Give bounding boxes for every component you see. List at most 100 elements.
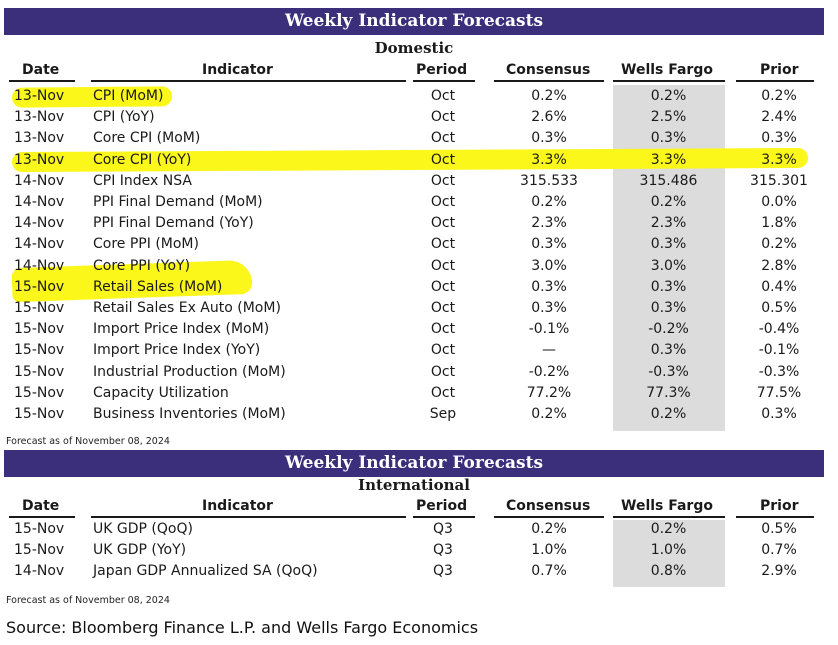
cell-date: 13-Nov <box>14 130 65 147</box>
intl-header-date: Date <box>22 498 60 514</box>
cell-prior: 3.3% <box>761 151 797 168</box>
header-prior: Prior <box>760 62 799 78</box>
intl-header-indicator: Indicator <box>202 498 273 514</box>
cell-period: Oct <box>430 130 456 147</box>
cell-date: 15-Nov <box>14 342 65 359</box>
cell-period: Oct <box>430 321 456 338</box>
cell-consensus: 0.3% <box>531 278 567 295</box>
cell-date: 14-Nov <box>14 563 65 579</box>
cell-prior: 0.0% <box>761 194 797 210</box>
cell-consensus: 1.0% <box>531 542 567 558</box>
table-row: 14-Nov Core PPI (YoY) Oct 3.0% 3.0% 2.8% <box>0 256 838 277</box>
cell-wells-fargo: -0.2% <box>648 321 689 338</box>
cell-period: Oct <box>430 215 456 232</box>
cell-date: 13-Nov <box>14 109 65 126</box>
cell-consensus: 315.533 <box>520 172 578 189</box>
cell-wells-fargo: 77.3% <box>646 384 691 401</box>
cell-consensus: 0.2% <box>531 521 567 537</box>
intl-table-row: 14-Nov Japan GDP Annualized SA (QoQ) Q3 0.7… <box>0 561 838 582</box>
cell-period: Oct <box>430 194 456 210</box>
cell-consensus: 0.3% <box>531 236 567 253</box>
cell-date: 15-Nov <box>14 384 65 401</box>
cell-consensus: 0.3% <box>531 130 567 147</box>
cell-indicator: Core CPI (MoM) <box>93 130 201 147</box>
cell-indicator: UK GDP (QoQ) <box>93 521 193 537</box>
cell-prior: 0.2% <box>761 236 797 253</box>
cell-prior: -0.1% <box>758 342 800 359</box>
cell-indicator: CPI Index NSA <box>93 172 192 189</box>
table-row: 15-Nov Import Price Index (MoM) Oct -0.1% -0… <box>0 319 838 340</box>
header-date: Date <box>22 62 60 78</box>
cell-period: Q3 <box>433 542 453 558</box>
cell-prior: 77.5% <box>756 384 802 401</box>
table-row: 15-Nov Retail Sales (MoM) Oct 0.3% 0.3% 0.4% <box>0 277 838 298</box>
underline-prior <box>736 80 814 82</box>
international-subtitle: International <box>358 476 470 494</box>
cell-consensus: -0.1% <box>528 321 570 338</box>
table-row: 15-Nov Import Price Index (YoY) Oct — 0.3% -0… <box>0 340 838 361</box>
intl-underline-period <box>413 516 475 518</box>
cell-date: 14-Nov <box>14 236 65 253</box>
cell-date: 15-Nov <box>14 278 65 295</box>
cell-period: Oct <box>430 88 456 104</box>
cell-consensus: 0.2% <box>531 194 567 210</box>
cell-period: Oct <box>430 172 456 189</box>
intl-table-row: 15-Nov UK GDP (QoQ) Q3 0.2% 0.2% 0.5% <box>0 519 838 540</box>
cell-prior: 0.4% <box>761 278 797 295</box>
cell-indicator: PPI Final Demand (MoM) <box>93 194 263 210</box>
intl-underline-indicator <box>91 516 406 518</box>
cell-period: Oct <box>430 109 456 126</box>
cell-consensus: 0.7% <box>531 563 567 579</box>
cell-wells-fargo: 3.3% <box>650 151 687 168</box>
cell-period: Oct <box>430 363 456 380</box>
cell-wells-fargo: 0.2% <box>650 194 687 210</box>
underline-consensus <box>494 80 604 82</box>
header-wells-fargo: Wells Fargo <box>621 62 713 78</box>
cell-consensus: 2.6% <box>531 109 567 126</box>
table-row: 15-Nov Business Inventories (MoM) Sep 0.2% 0… <box>0 404 838 425</box>
cell-date: 14-Nov <box>14 215 65 232</box>
table-row: 15-Nov Retail Sales Ex Auto (MoM) Oct 0.3% 0… <box>0 298 838 319</box>
cell-prior: 2.4% <box>761 109 797 126</box>
cell-indicator: UK GDP (YoY) <box>93 542 187 558</box>
cell-prior: 0.2% <box>761 88 797 104</box>
cell-period: Q3 <box>433 521 453 537</box>
cell-date: 14-Nov <box>14 257 65 274</box>
cell-wells-fargo: -0.3% <box>648 363 689 380</box>
cell-wells-fargo: 0.8% <box>650 563 687 579</box>
underline-period <box>413 80 475 82</box>
cell-wells-fargo: 0.2% <box>650 88 687 104</box>
cell-consensus: 3.3% <box>531 151 567 168</box>
underline-date <box>9 80 75 82</box>
domestic-subtitle: Domestic <box>374 39 454 57</box>
cell-wells-fargo: 3.0% <box>650 257 687 274</box>
cell-consensus: -0.2% <box>528 363 570 380</box>
domestic-forecast-note: Forecast as of November 08, 2024 <box>6 436 170 447</box>
cell-consensus: 0.2% <box>531 406 567 422</box>
cell-prior: 0.7% <box>761 542 797 558</box>
cell-indicator: Import Price Index (YoY) <box>93 342 261 359</box>
intl-header-prior: Prior <box>760 498 799 514</box>
cell-consensus: 0.2% <box>531 88 567 104</box>
table-row: 14-Nov Core PPI (MoM) Oct 0.3% 0.3% 0.2% <box>0 234 838 255</box>
table-row: 13-Nov CPI (YoY) Oct 2.6% 2.5% 2.4% <box>0 107 838 128</box>
cell-prior: 2.9% <box>761 563 797 579</box>
cell-prior: 0.3% <box>761 130 797 147</box>
international-forecast-note: Forecast as of November 08, 2024 <box>6 595 170 606</box>
cell-date: 15-Nov <box>14 300 65 316</box>
cell-consensus: 0.3% <box>531 300 567 316</box>
cell-date: 15-Nov <box>14 542 65 558</box>
cell-indicator: Core PPI (YoY) <box>93 257 191 274</box>
cell-indicator: CPI (MoM) <box>93 88 164 104</box>
intl-underline-consensus <box>494 516 604 518</box>
cell-consensus: 77.2% <box>526 384 572 401</box>
cell-date: 15-Nov <box>14 363 65 380</box>
cell-consensus: 2.3% <box>531 215 567 232</box>
cell-indicator: Core PPI (MoM) <box>93 236 199 253</box>
table-row: 15-Nov Industrial Production (MoM) Oct -0.2… <box>0 362 838 383</box>
cell-prior: 315.301 <box>750 172 808 189</box>
intl-header-period: Period <box>416 498 468 514</box>
cell-prior: -0.4% <box>758 321 800 338</box>
source-note: Source: Bloomberg Finance L.P. and Wells… <box>6 618 479 637</box>
underline-wells-fargo <box>613 80 725 82</box>
